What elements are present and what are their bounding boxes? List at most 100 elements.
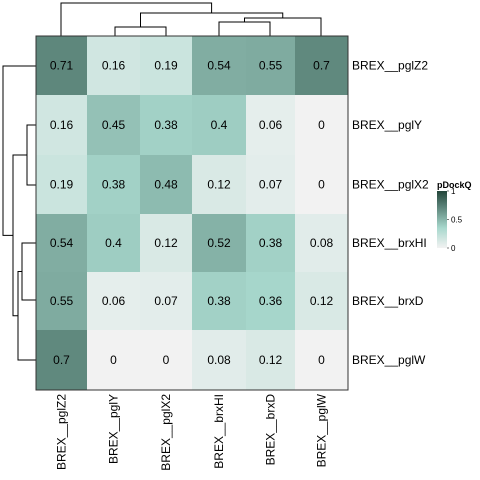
heatmap-cell <box>295 95 348 155</box>
heatmap-cell-label: 0.19 <box>50 178 74 192</box>
column-label: BREX__pglY <box>107 394 121 464</box>
heatmap-cell <box>246 272 295 330</box>
heatmap-cell-label: 0.38 <box>259 236 283 250</box>
heatmap-cell-label: 0.55 <box>50 294 74 308</box>
heatmap-cell <box>246 155 295 214</box>
heatmap-cell-label: 0 <box>318 178 325 192</box>
heatmap-cell-label: 0.06 <box>102 294 126 308</box>
row-label: BREX__pglX2 <box>352 178 429 192</box>
color-legend: pDockQ 00.51 <box>437 180 472 253</box>
heatmap-cell-label: 0.07 <box>154 294 178 308</box>
heatmap-cell-label: 0.38 <box>154 118 178 132</box>
heatmap-cell-label: 0.54 <box>50 236 74 250</box>
heatmap-cell-labels: 0.71 0.16 0.19 0.54 0.55 0.7 0.16 0.45 0.38 0.4 0.… <box>50 59 334 368</box>
heatmap-cell <box>140 272 192 330</box>
heatmap-cell-label: 0 <box>318 118 325 132</box>
heatmap-cell-label: 0.12 <box>310 294 334 308</box>
heatmap-cell-label: 0.7 <box>53 353 70 367</box>
heatmap-cell-label: 0.48 <box>154 178 178 192</box>
column-label: BREX__brxD <box>264 394 278 466</box>
heatmap-cell-label: 0.52 <box>207 236 231 250</box>
heatmap-cell-label: 0.08 <box>310 236 334 250</box>
heatmap-cell-label: 0.12 <box>207 178 231 192</box>
column-labels: BREX__pglZ2 BREX__pglY BREX__pglX2 BREX__br… <box>55 393 329 470</box>
legend-tick-label: 0.5 <box>451 216 463 225</box>
legend-tick-label: 1 <box>451 187 456 196</box>
heatmap-cells <box>36 36 348 390</box>
heatmap-cell <box>36 214 87 272</box>
heatmap-cell <box>246 95 295 155</box>
heatmap-cell <box>140 155 192 214</box>
heatmap-cell <box>87 155 140 214</box>
heatmap-cell-label: 0.55 <box>259 59 283 73</box>
heatmap-cell <box>192 155 246 214</box>
column-label: BREX__pglX2 <box>159 394 173 471</box>
heatmap-cell <box>87 330 140 390</box>
heatmap-cell-label: 0 <box>318 353 325 367</box>
heatmap-cell-label: 0.45 <box>102 118 126 132</box>
heatmap-cell <box>295 36 348 95</box>
heatmap-cell-label: 0.07 <box>259 178 283 192</box>
heatmap-cell-label: 0.38 <box>102 178 126 192</box>
row-dendrogram <box>2 65 36 361</box>
column-label: BREX__pglZ2 <box>55 394 69 470</box>
heatmap-cell <box>87 214 140 272</box>
heatmap-cell <box>295 155 348 214</box>
heatmap-border <box>35 35 349 391</box>
heatmap-cell <box>295 330 348 390</box>
row-label: BREX__brxHI <box>352 236 427 250</box>
column-label: BREX__brxHI <box>212 394 226 469</box>
legend-tick-label: 0 <box>451 244 456 253</box>
heatmap-cell <box>36 95 87 155</box>
heatmap-cell-label: 0.36 <box>259 294 283 308</box>
heatmap-cell-label: 0.19 <box>154 59 178 73</box>
heatmap-cell <box>36 272 87 330</box>
heatmap-cell-label: 0.4 <box>211 118 228 132</box>
heatmap-cell-label: 0.54 <box>207 59 231 73</box>
heatmap-cell-label: 0.12 <box>259 353 283 367</box>
heatmap-cell-label: 0.71 <box>50 59 74 73</box>
row-label: BREX__pglY <box>352 118 422 132</box>
heatmap-cell <box>87 36 140 95</box>
heatmap-cell <box>36 330 87 390</box>
heatmap-cell-label: 0 <box>110 353 117 367</box>
heatmap-cell <box>36 155 87 214</box>
heatmap-cell <box>192 214 246 272</box>
heatmap-cell-label: 0 <box>163 353 170 367</box>
row-label: BREX__pglZ2 <box>352 59 428 73</box>
column-dendrogram <box>60 2 322 36</box>
heatmap-cell-label: 0.08 <box>207 353 231 367</box>
heatmap-cell <box>192 272 246 330</box>
heatmap-cell <box>87 95 140 155</box>
heatmap-cell-label: 0.06 <box>259 118 283 132</box>
heatmap-cell <box>140 36 192 95</box>
heatmap-cell <box>192 95 246 155</box>
legend-ticks: 00.51 <box>447 187 463 253</box>
heatmap-cell <box>192 330 246 390</box>
heatmap-cell <box>140 214 192 272</box>
heatmap-cell <box>140 95 192 155</box>
heatmap-cell <box>246 330 295 390</box>
legend-title: pDockQ <box>437 180 472 190</box>
heatmap-cell-label: 0.7 <box>313 59 330 73</box>
heatmap-cell-label: 0.12 <box>154 236 178 250</box>
row-label: BREX__pglW <box>352 353 426 367</box>
heatmap-cell-label: 0.16 <box>50 118 74 132</box>
heatmap-cell <box>246 214 295 272</box>
heatmap-cell-label: 0.4 <box>105 236 122 250</box>
legend-colorbar <box>437 191 447 248</box>
heatmap-cell <box>36 36 87 95</box>
heatmap-cell <box>295 272 348 330</box>
heatmap-cell-label: 0.38 <box>207 294 231 308</box>
heatmap-cell <box>140 330 192 390</box>
heatmap-cell <box>246 36 295 95</box>
heatmap-cell <box>295 214 348 272</box>
heatmap-cell <box>87 272 140 330</box>
column-label: BREX__pglW <box>315 393 329 467</box>
heatmap-cell <box>192 36 246 95</box>
row-label: BREX__brxD <box>352 294 424 308</box>
heatmap-cell-label: 0.16 <box>102 59 126 73</box>
row-labels: BREX__pglZ2 BREX__pglY BREX__pglX2 BREX__br… <box>352 59 429 368</box>
